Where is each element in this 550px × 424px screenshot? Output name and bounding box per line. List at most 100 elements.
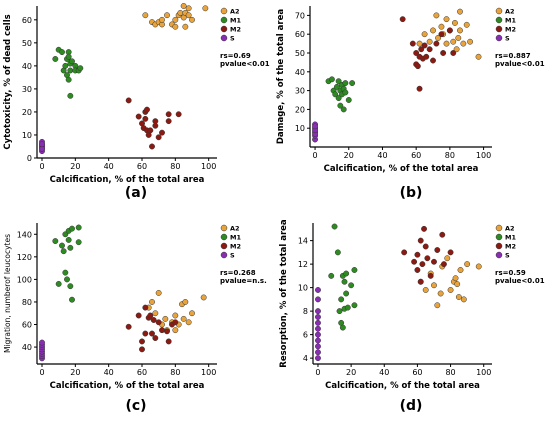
panel-label: (a)	[125, 185, 147, 201]
point-m1	[62, 269, 69, 276]
legend-marker-a2	[220, 224, 228, 232]
x-tick-label: 60	[137, 368, 147, 377]
legend-label-a2: A2	[230, 225, 240, 233]
y-tick-label: 40	[295, 68, 305, 77]
point-a2	[185, 319, 192, 326]
point-m2	[164, 328, 170, 335]
y-tick-label: 14	[298, 237, 308, 246]
legend-label-m2: M2	[230, 26, 241, 34]
point-a2	[434, 302, 441, 309]
point-m1	[59, 49, 65, 56]
y-tick-label: 4	[303, 354, 308, 363]
point-m2	[446, 27, 453, 34]
point-a2	[172, 16, 179, 23]
y-tick-label: 8	[303, 307, 308, 316]
point-a2	[155, 289, 162, 296]
point-m2	[440, 261, 447, 268]
panel-c: 0 20 40 60 80 100 40 60 80 100 120 140 Calcification…	[3, 223, 267, 414]
point-m2	[159, 129, 165, 136]
point-a2	[182, 23, 189, 30]
y-tick-label: 40	[22, 343, 32, 352]
point-m1	[52, 56, 59, 62]
point-s	[315, 337, 321, 344]
point-a2	[149, 299, 155, 305]
stats-text: rs=0.59	[495, 269, 526, 277]
legend-marker-m1	[220, 16, 228, 24]
point-m1	[332, 91, 339, 98]
legend-label-m2: M2	[505, 243, 516, 251]
point-m2	[417, 278, 424, 285]
x-tick-label: 20	[346, 368, 356, 377]
point-m2	[399, 16, 406, 23]
stats-text: rs=0.887	[495, 52, 531, 60]
point-m2	[165, 111, 172, 118]
y-tick-label: 20	[295, 105, 305, 114]
legend-marker-m1	[495, 233, 503, 241]
legend-marker-s	[495, 34, 503, 42]
panel-label: (c)	[125, 398, 146, 414]
point-s	[315, 319, 321, 326]
point-m1	[343, 270, 350, 277]
y-tick-label: 80	[22, 298, 32, 307]
x-tick-label: 20	[70, 368, 80, 377]
panel-b: 0 20 40 60 80 100 10 20 30 40 50 60 70 Calcification,…	[276, 6, 545, 201]
point-s	[315, 287, 321, 293]
x-axis-label: Calcification, % of the total area	[50, 381, 205, 391]
point-s	[39, 339, 45, 346]
x-tick-label: 100	[201, 368, 216, 377]
legend-marker-m1	[220, 233, 228, 241]
point-a2	[189, 310, 195, 317]
point-m1	[351, 267, 358, 273]
x-tick-label: 100	[201, 162, 216, 171]
point-a2	[475, 263, 482, 270]
point-m2	[142, 304, 149, 311]
point-a2	[447, 287, 454, 293]
point-s	[315, 296, 321, 303]
y-tick-label: 30	[295, 87, 305, 96]
point-m1	[75, 224, 82, 231]
point-m1	[67, 244, 74, 251]
x-tick-label: 40	[379, 368, 389, 377]
point-m2	[447, 249, 454, 256]
legend-marker-a2	[220, 7, 228, 15]
legend-marker-s	[220, 251, 228, 259]
point-m1	[342, 80, 349, 87]
point-a2	[435, 35, 442, 41]
point-a2	[142, 12, 149, 19]
point-m1	[345, 97, 352, 103]
point-m2	[150, 317, 157, 323]
point-m1	[335, 95, 342, 102]
point-s	[315, 343, 321, 350]
point-a2	[443, 16, 450, 23]
point-m2	[439, 231, 446, 238]
point-m2	[438, 31, 445, 38]
point-m2	[424, 255, 431, 262]
legend-marker-m2	[495, 25, 503, 33]
point-m2	[147, 312, 154, 319]
x-tick-label: 100	[476, 368, 491, 377]
point-m2	[149, 143, 155, 150]
x-axis-label: Calcification, % of the total area	[324, 164, 479, 174]
y-axis-label: Migration, numberof leucocytes	[3, 234, 12, 353]
point-m2	[421, 225, 427, 232]
point-m1	[336, 308, 343, 315]
point-a2	[475, 53, 482, 60]
point-m2	[418, 46, 425, 53]
legend-marker-m2	[220, 242, 228, 250]
panel-label: (b)	[400, 185, 423, 201]
legend-label-s: S	[230, 35, 235, 43]
point-a2	[455, 294, 462, 300]
x-tick-label: 40	[104, 162, 114, 171]
point-s	[315, 331, 321, 338]
point-m2	[142, 115, 149, 122]
legend-marker-a2	[495, 224, 503, 232]
y-tick-label: 12	[298, 260, 308, 269]
point-a2	[182, 299, 189, 305]
point-m2	[155, 319, 162, 326]
y-axis-label: Damage, % of the total area	[276, 9, 286, 145]
point-m1	[344, 304, 351, 311]
point-m2	[419, 261, 426, 268]
point-m1	[331, 223, 338, 230]
point-a2	[200, 294, 207, 301]
point-m2	[430, 57, 436, 64]
